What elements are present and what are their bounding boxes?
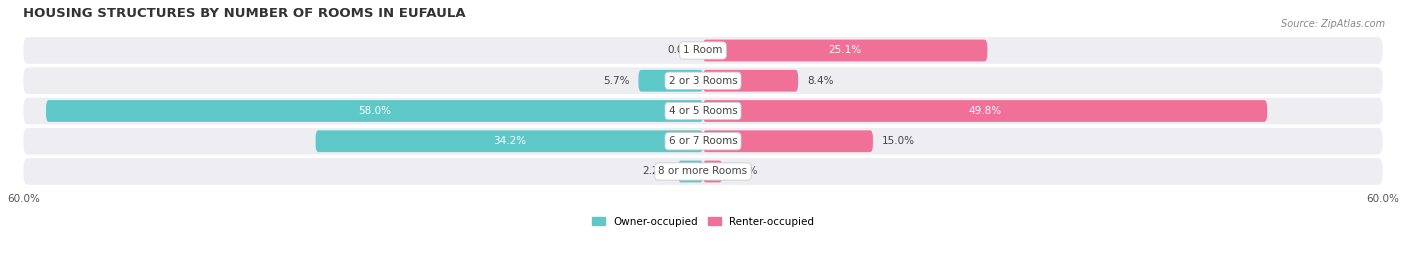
Text: 1.7%: 1.7%: [731, 167, 758, 177]
Text: 58.0%: 58.0%: [359, 106, 391, 116]
Legend: Owner-occupied, Renter-occupied: Owner-occupied, Renter-occupied: [588, 212, 818, 231]
Text: 6 or 7 Rooms: 6 or 7 Rooms: [669, 136, 737, 146]
Text: 15.0%: 15.0%: [882, 136, 915, 146]
FancyBboxPatch shape: [703, 161, 723, 182]
Text: 1 Room: 1 Room: [683, 46, 723, 56]
FancyBboxPatch shape: [24, 37, 1382, 64]
FancyBboxPatch shape: [638, 70, 703, 92]
FancyBboxPatch shape: [703, 40, 987, 61]
Text: 49.8%: 49.8%: [969, 106, 1001, 116]
Text: 34.2%: 34.2%: [492, 136, 526, 146]
FancyBboxPatch shape: [315, 130, 703, 152]
FancyBboxPatch shape: [24, 158, 1382, 185]
FancyBboxPatch shape: [703, 100, 1267, 122]
Text: HOUSING STRUCTURES BY NUMBER OF ROOMS IN EUFAULA: HOUSING STRUCTURES BY NUMBER OF ROOMS IN…: [24, 7, 465, 20]
Text: 4 or 5 Rooms: 4 or 5 Rooms: [669, 106, 737, 116]
FancyBboxPatch shape: [24, 68, 1382, 94]
FancyBboxPatch shape: [46, 100, 703, 122]
FancyBboxPatch shape: [703, 70, 799, 92]
Text: 25.1%: 25.1%: [828, 46, 862, 56]
Text: 5.7%: 5.7%: [603, 76, 630, 86]
Text: 2 or 3 Rooms: 2 or 3 Rooms: [669, 76, 737, 86]
Text: 8 or more Rooms: 8 or more Rooms: [658, 167, 748, 177]
Text: 2.2%: 2.2%: [643, 167, 669, 177]
FancyBboxPatch shape: [24, 98, 1382, 124]
FancyBboxPatch shape: [24, 128, 1382, 154]
Text: 0.0%: 0.0%: [668, 46, 695, 56]
Text: Source: ZipAtlas.com: Source: ZipAtlas.com: [1281, 19, 1385, 29]
Text: 8.4%: 8.4%: [807, 76, 834, 86]
FancyBboxPatch shape: [678, 161, 703, 182]
FancyBboxPatch shape: [703, 130, 873, 152]
